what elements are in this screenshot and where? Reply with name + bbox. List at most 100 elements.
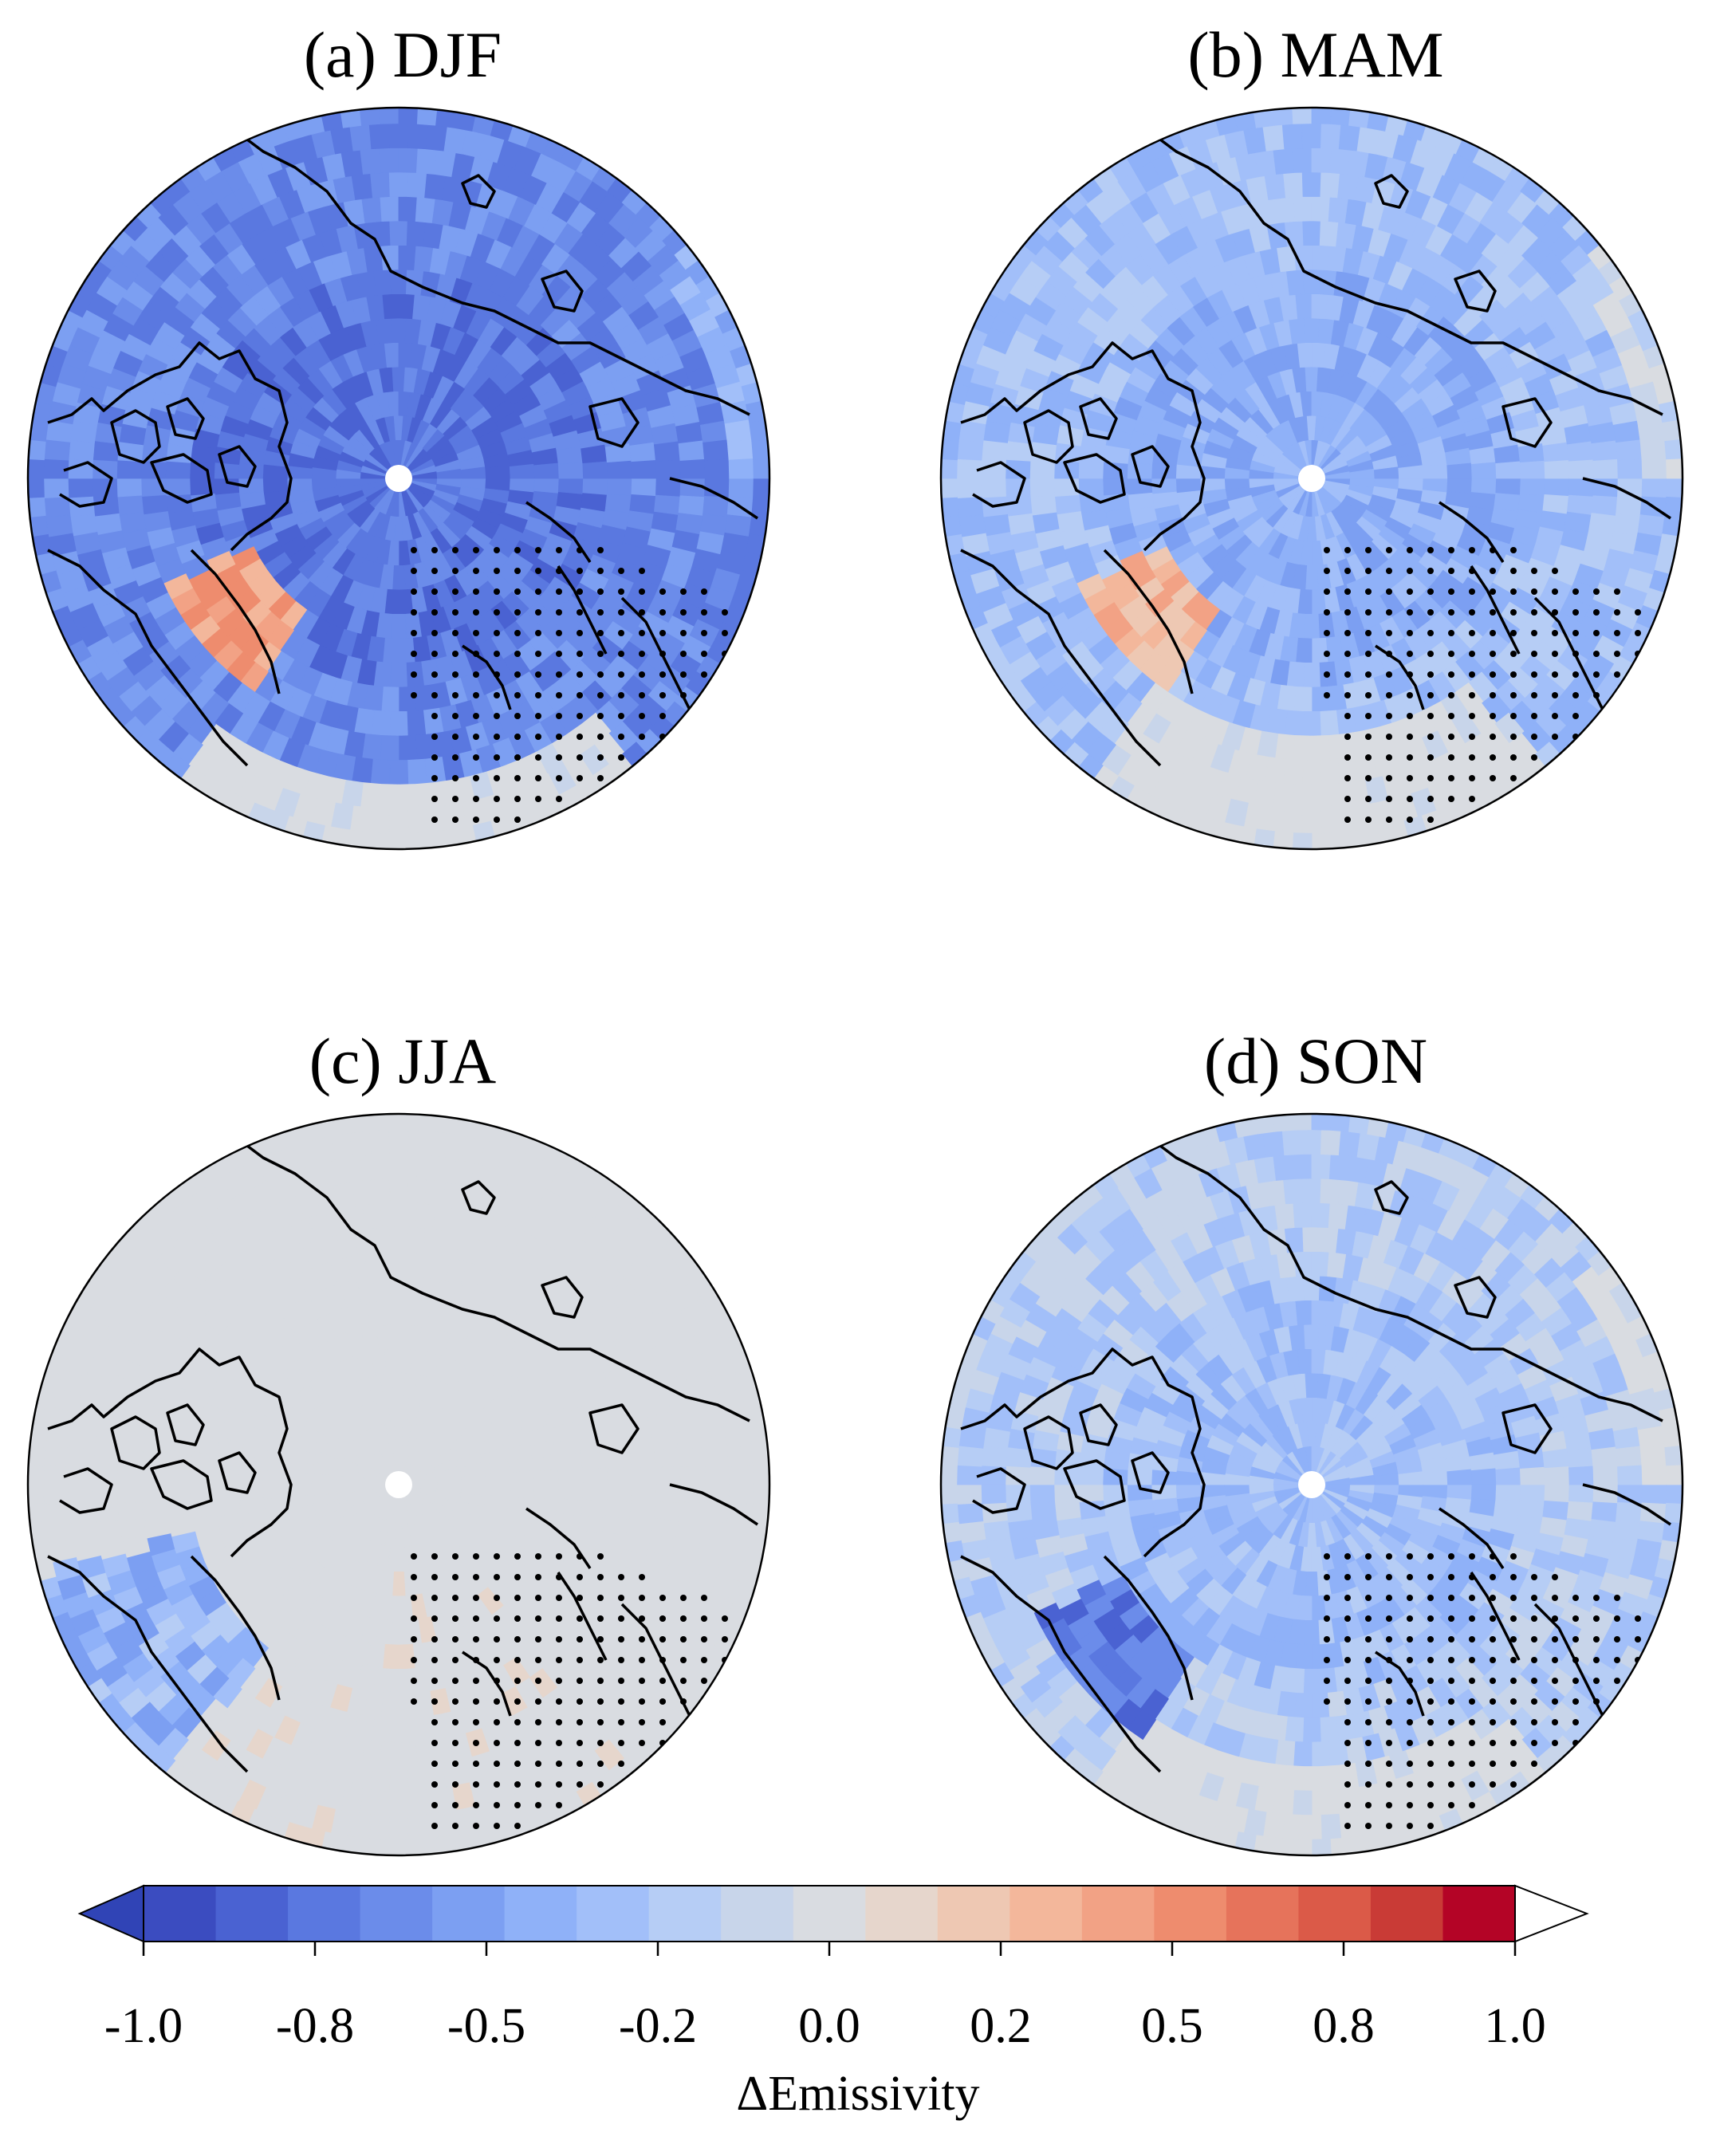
stipple-dot: [639, 568, 645, 574]
map-cell: [740, 1308, 769, 1338]
map-cell: [1519, 1484, 1546, 1503]
map-cell: [533, 462, 560, 479]
map-cell: [1679, 378, 1683, 404]
stipple-dot: [411, 692, 417, 698]
map-cell: [989, 218, 1022, 250]
coastline: [218, 1451, 257, 1494]
stipple-dot: [473, 1615, 479, 1622]
map-cell: [358, 1837, 381, 1855]
stipple-dot: [411, 651, 417, 657]
map-cell: [1311, 588, 1327, 615]
map-cell: [1348, 828, 1372, 849]
map-cell: [1662, 419, 1683, 442]
map-cell: [1295, 1643, 1313, 1670]
stipple-dot: [514, 547, 521, 553]
stipple-dot: [618, 713, 624, 719]
map-cell: [68, 439, 95, 462]
map-cell: [1274, 196, 1296, 224]
stipple-dot: [494, 1574, 500, 1580]
stipple-dot: [577, 775, 583, 781]
map-cell: [162, 1145, 194, 1178]
map-cell: [391, 1324, 407, 1350]
stipple-dot: [514, 713, 521, 719]
stipple-dot: [597, 588, 604, 595]
stipple-dot: [680, 1678, 687, 1684]
map-cell: [1592, 458, 1619, 479]
map-cell: [1395, 843, 1422, 849]
map-cell: [501, 1843, 528, 1855]
stipple-dot: [514, 1657, 521, 1663]
map-cell: [1470, 1484, 1498, 1501]
map-cell: [1109, 806, 1139, 839]
stipple-dot: [618, 630, 624, 636]
map-cell: [699, 420, 728, 443]
stipple-dot: [597, 1574, 604, 1580]
map-cell: [1660, 321, 1683, 349]
map-cell: [1283, 758, 1304, 785]
map-cell: [773, 1522, 789, 1544]
map-cell: [1377, 108, 1403, 109]
stipple-dot: [473, 796, 479, 802]
map-cell: [1616, 439, 1643, 462]
stipple-dot: [1490, 734, 1496, 740]
map-cell: [761, 1577, 769, 1604]
stipple-dot: [514, 609, 521, 616]
map-cell: [588, 1135, 619, 1167]
coastline: [1023, 409, 1074, 464]
map-cell: [1015, 736, 1048, 768]
stipple-dot: [618, 1615, 624, 1622]
stipple-dot: [1510, 651, 1517, 657]
map-cell: [378, 832, 399, 849]
coastline: [59, 1467, 113, 1514]
map-cell: [777, 478, 789, 498]
map-cell: [941, 438, 959, 461]
map-cell: [214, 1821, 243, 1853]
stipple-dot: [1469, 754, 1475, 761]
map-cell: [131, 1168, 163, 1201]
stipple-dot: [1510, 547, 1517, 553]
stipple-dot: [1344, 816, 1351, 823]
map-cell: [131, 162, 163, 195]
stipple-dot: [1572, 588, 1579, 595]
map-cell: [416, 1837, 439, 1855]
stipple-dot: [1427, 816, 1434, 823]
stipple-dot: [431, 1657, 438, 1663]
map-cell: [270, 837, 297, 849]
stipple-dot: [535, 1574, 541, 1580]
map-cell: [289, 843, 315, 849]
stipple-dot: [556, 1719, 562, 1725]
stipple-dot: [473, 1553, 479, 1560]
stipple-dot: [556, 775, 562, 781]
stipple-dot: [701, 588, 707, 595]
map-cell: [929, 535, 940, 558]
map-cell: [1075, 785, 1107, 818]
stipple-dot: [431, 796, 438, 802]
map-cell: [533, 1469, 560, 1485]
map-cell: [92, 440, 120, 462]
stipple-dot: [1614, 588, 1620, 595]
stipple-dot: [514, 816, 521, 823]
stipple-dot: [1635, 609, 1641, 616]
map-cell: [67, 478, 93, 498]
coastline: [541, 1276, 584, 1319]
stipple-dot: [411, 588, 417, 595]
map-cell: [773, 419, 789, 441]
map-cell: [464, 108, 490, 109]
map-cell: [435, 1835, 459, 1855]
stipple-dot: [514, 1595, 521, 1601]
stipple-dot: [494, 692, 500, 698]
map-cell: [1377, 848, 1403, 849]
map-cell: [392, 565, 406, 591]
map-cell: [1320, 171, 1340, 199]
stipple-dot: [535, 754, 541, 761]
stipple-dot: [535, 1678, 541, 1684]
stipple-dot: [431, 734, 438, 740]
map-cell: [571, 1812, 601, 1845]
stipple-dot: [1365, 609, 1372, 616]
stipple-dot: [597, 713, 604, 719]
coastline: [110, 1415, 161, 1470]
map-cell: [1660, 608, 1683, 636]
stipple-dot: [494, 734, 500, 740]
map-cell: [1320, 758, 1340, 785]
map-cell: [688, 1713, 722, 1745]
